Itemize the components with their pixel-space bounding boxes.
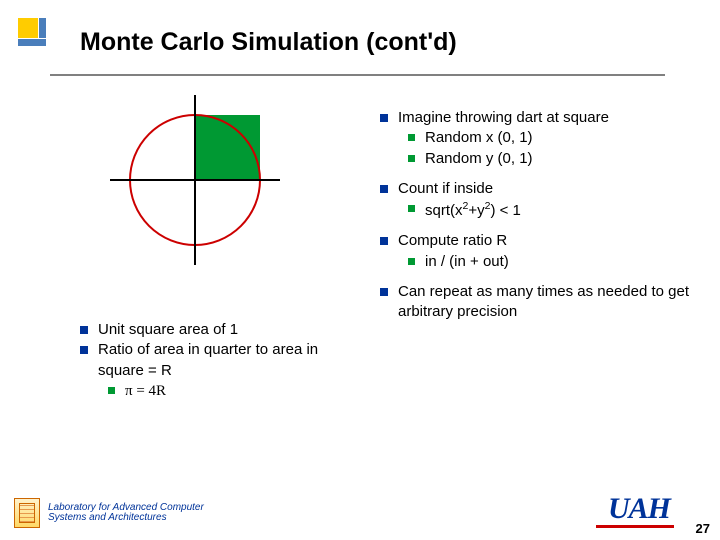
bullet-icon — [80, 326, 88, 334]
bullet-icon — [408, 155, 415, 162]
page-number: 27 — [696, 521, 710, 536]
right-bullet-3: Compute ratio R — [380, 231, 700, 251]
bullet-text: Can repeat as many times as needed to ge… — [398, 282, 700, 323]
footer-lab-block: Laboratory for Advanced Computer Systems… — [14, 498, 204, 528]
left-bullet-2: Ratio of area in quarter to area in squa… — [80, 340, 350, 381]
bullet-text: Random y (0, 1) — [425, 149, 533, 169]
bullet-text: Compute ratio R — [398, 231, 507, 251]
bullet-icon — [408, 205, 415, 212]
right-bullet-1: Imagine throwing dart at square — [380, 108, 700, 128]
bullet-text: Count if inside — [398, 179, 493, 199]
uah-underline — [596, 525, 674, 528]
bullet-text: Imagine throwing dart at square — [398, 108, 609, 128]
right-bullet-2-sub1: sqrt(x2+y2) < 1 — [408, 199, 700, 221]
right-bullet-3-sub1: in / (in + out) — [408, 252, 700, 272]
right-bullet-1-sub2: Random y (0, 1) — [408, 149, 700, 169]
uah-logo-text: UAH — [608, 492, 670, 526]
bullet-icon — [380, 237, 388, 245]
bullet-icon — [80, 346, 88, 354]
left-bullet-2-sub: π = 4R — [108, 381, 350, 401]
bullet-text: π = 4R — [125, 381, 166, 401]
bullet-text: Ratio of area in quarter to area in squa… — [98, 340, 350, 381]
bullet-icon — [408, 134, 415, 141]
bullet-icon — [380, 185, 388, 193]
left-bullet-list: Unit square area of 1 Ratio of area in q… — [80, 320, 350, 401]
bullet-icon — [380, 114, 388, 122]
lab-logo-icon — [14, 498, 40, 528]
bullet-icon — [108, 387, 115, 394]
right-bullet-1-sub1: Random x (0, 1) — [408, 128, 700, 148]
bullet-text: Unit square area of 1 — [98, 320, 238, 340]
right-bullet-list: Imagine throwing dart at square Random x… — [380, 108, 700, 322]
lab-text-line2: Systems and Architectures — [48, 513, 204, 524]
left-bullet-1: Unit square area of 1 — [80, 320, 350, 340]
bullet-text: in / (in + out) — [425, 252, 509, 272]
bullet-text: sqrt(x2+y2) < 1 — [425, 199, 521, 221]
circle-square-diagram — [110, 95, 280, 265]
bullet-icon — [380, 288, 388, 296]
right-bullet-2: Count if inside — [380, 179, 700, 199]
slide-title: Monte Carlo Simulation (cont'd) — [80, 28, 457, 57]
slide-accent-decoration — [18, 18, 46, 46]
lab-text: Laboratory for Advanced Computer Systems… — [48, 503, 204, 524]
bullet-icon — [408, 258, 415, 265]
title-underline — [50, 74, 665, 76]
bullet-text: Random x (0, 1) — [425, 128, 533, 148]
right-bullet-4: Can repeat as many times as needed to ge… — [380, 282, 700, 323]
